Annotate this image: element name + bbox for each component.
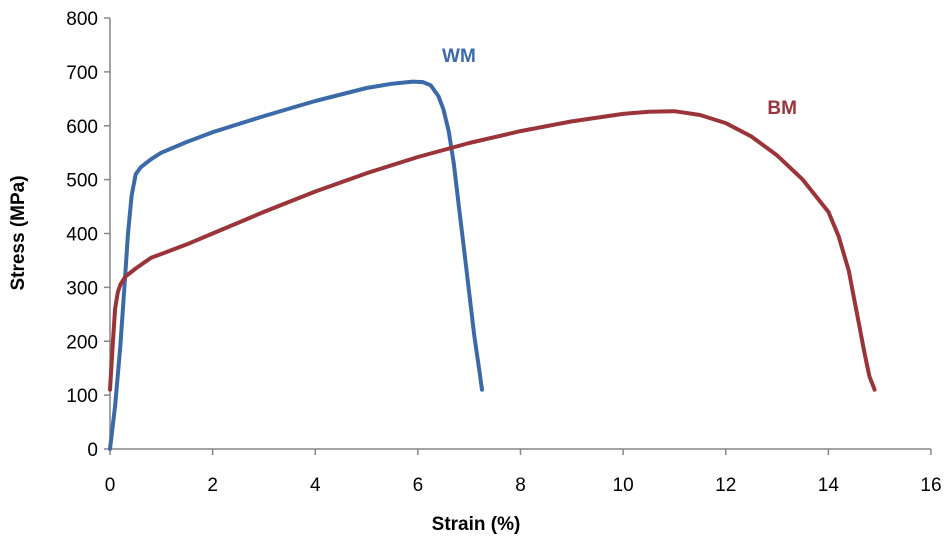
- series-line-bm: [108, 109, 877, 392]
- y-tick-label: 200: [66, 332, 98, 353]
- series-label-bm: BM: [767, 98, 797, 119]
- y-tick-label: 300: [66, 278, 98, 299]
- y-tick-label: 700: [66, 63, 98, 84]
- x-axis-title: Strain (%): [432, 514, 521, 535]
- series-layer: [108, 79, 877, 451]
- x-tick-label: 2: [207, 475, 218, 496]
- y-tick-label: 500: [66, 171, 98, 192]
- y-tick-label: 600: [66, 117, 98, 138]
- x-tick-label: 4: [310, 475, 321, 496]
- x-tick-label: 0: [105, 475, 116, 496]
- axes-layer: 0 100 200 300 400 500 600 700 800 0 2 4 6 8 10 12 14 16: [66, 9, 941, 496]
- x-tick-label: 16: [920, 475, 941, 496]
- y-tick-label: 100: [66, 386, 98, 407]
- x-tick-label: 12: [715, 475, 736, 496]
- y-tick-label: 400: [66, 225, 98, 246]
- y-tick-label: 800: [66, 9, 98, 30]
- x-tick-label: 6: [413, 475, 424, 496]
- x-tick-label: 10: [613, 475, 634, 496]
- labels-layer: WM BM: [442, 46, 797, 119]
- series-label-wm: WM: [442, 46, 476, 67]
- series-line-wm: [108, 79, 484, 451]
- y-tick-label: 0: [87, 440, 98, 461]
- y-axis-title: Stress (MPa): [8, 175, 29, 290]
- x-tick-label: 8: [515, 475, 526, 496]
- x-tick-label: 14: [818, 475, 840, 496]
